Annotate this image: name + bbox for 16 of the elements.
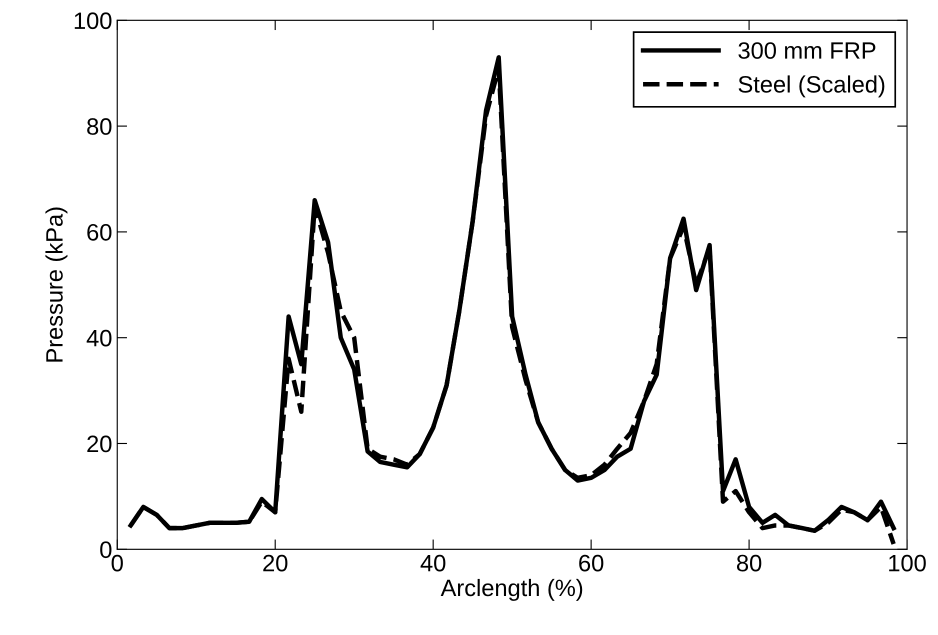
x-tick-label: 0: [112, 554, 123, 572]
y-tick-label: 60: [87, 224, 112, 241]
y-tick-label: 100: [74, 12, 112, 30]
x-tick-label: 80: [736, 554, 762, 572]
x-tick-label: 20: [263, 554, 288, 572]
y-tick-label: 80: [87, 118, 112, 135]
y-tick-label: 0: [100, 541, 112, 558]
x-tick-label: 40: [420, 554, 446, 572]
legend-label: Steel (Scaled): [738, 75, 884, 98]
x-axis-title: Arclength (%): [440, 578, 582, 601]
x-tick-label: 100: [889, 554, 926, 572]
legend-label: 300 mm FRP: [738, 42, 876, 59]
y-axis-title: Pressure (kPa): [45, 208, 68, 362]
x-tick-label: 60: [579, 554, 604, 572]
y-tick-label: 40: [86, 330, 112, 346]
y-tick-label: 20: [87, 436, 112, 452]
